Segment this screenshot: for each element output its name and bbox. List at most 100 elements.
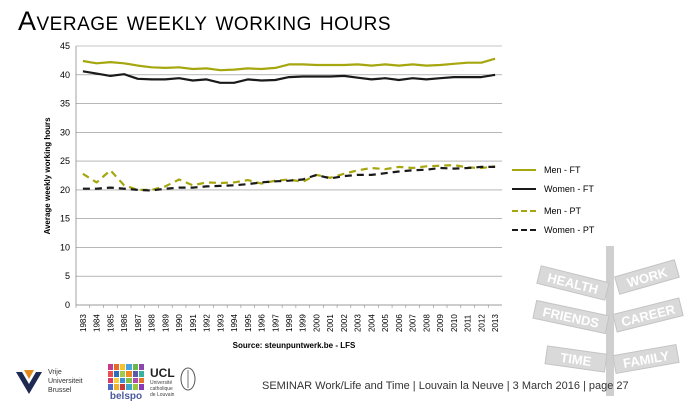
y-tick-labels: 0 5 10 15 20 25 30 35 40 45 xyxy=(60,41,70,310)
x-tick-label: 2006 xyxy=(395,314,404,332)
y-tick-label: 40 xyxy=(60,70,70,80)
belspo-tile xyxy=(138,364,144,370)
belspo-tile xyxy=(114,377,120,384)
belspo-tile xyxy=(132,384,138,390)
x-tick-label: 1991 xyxy=(189,314,198,332)
x-tick-label: 2011 xyxy=(464,314,473,332)
slide-footer: SEMINAR Work/Life and Time | Louvain la … xyxy=(262,380,629,392)
y-tick-label: 35 xyxy=(60,99,70,109)
ucl-sub-line-1: Université xyxy=(150,380,173,386)
belspo-tile xyxy=(120,384,126,390)
slide-title: Average weekly working hours xyxy=(18,6,391,36)
ucl-sub-line-3: de Louvain xyxy=(150,392,175,398)
vub-line-1: Vrije xyxy=(48,369,62,376)
x-tick-label: 2010 xyxy=(450,314,459,332)
y-tick-label: 20 xyxy=(60,185,70,195)
belspo-tile xyxy=(126,384,132,390)
x-tick-label: 2000 xyxy=(312,314,321,332)
belspo-tile xyxy=(138,384,144,390)
chart-series xyxy=(82,57,496,192)
legend-label: Men - FT xyxy=(544,165,581,175)
x-tick-label: 2002 xyxy=(340,314,349,332)
legend-item: Men - FT xyxy=(512,163,581,177)
x-tick-label: 1988 xyxy=(148,314,157,332)
legend-swatch xyxy=(512,229,536,231)
x-tick-label: 2012 xyxy=(477,314,486,332)
legend-label: Men - PT xyxy=(544,206,582,216)
y-tick-label: 45 xyxy=(60,41,70,51)
vub-line-3: Brussel xyxy=(48,387,72,394)
x-tick-label: 2013 xyxy=(491,314,500,332)
x-tick-label: 2004 xyxy=(367,314,376,332)
legend-swatch xyxy=(512,169,536,171)
belspo-tile xyxy=(120,364,126,370)
x-tick-label: 1984 xyxy=(93,314,102,332)
y-tick-label: 0 xyxy=(65,300,70,310)
y-tick-label: 15 xyxy=(60,214,70,224)
y-tick-label: 25 xyxy=(60,156,70,166)
belspo-tile xyxy=(108,384,114,390)
x-tick-label: 1983 xyxy=(79,314,88,332)
belspo-tile xyxy=(132,377,138,384)
signpost-word: TIME xyxy=(560,350,593,369)
legend-label: Women - PT xyxy=(544,225,595,235)
y-tick-label: 10 xyxy=(60,242,70,252)
legend-item: Men - PT xyxy=(512,204,581,218)
x-tick-labels: 1983 1984 1985 1986 1987 1988 1989 1990 1991 1992… xyxy=(79,314,500,332)
signpost-board: FAMILY xyxy=(612,344,680,374)
belspo-tile xyxy=(108,364,114,370)
ucl-wordmark: UCL xyxy=(150,366,175,380)
series-line-women-pt xyxy=(82,165,496,192)
signpost-board: WORK xyxy=(614,259,680,295)
legend-swatch xyxy=(512,188,536,190)
legend-swatch xyxy=(512,210,536,212)
belspo-tile xyxy=(108,370,114,377)
legend-item: Women - PT xyxy=(512,223,594,237)
belspo-tile xyxy=(114,364,120,370)
x-tick-label: 2008 xyxy=(422,314,431,332)
vub-logo: Vrije Universiteit Brussel xyxy=(14,366,104,402)
belspo-tile xyxy=(114,370,120,377)
belspo-tile xyxy=(108,377,114,384)
ucl-sub-line-2: catholique xyxy=(150,386,173,392)
y-axis-label: Average weekly working hours xyxy=(43,117,52,235)
belspo-tile xyxy=(126,370,132,377)
x-axis-label: Source: steunpuntwerk.be - LFS xyxy=(233,341,356,350)
belspo-tile xyxy=(132,370,138,377)
belspo-tile xyxy=(120,377,126,384)
belspo-tile xyxy=(138,370,144,377)
x-tick-label: 1990 xyxy=(175,314,184,332)
belspo-tile xyxy=(138,377,144,384)
x-tick-label: 1992 xyxy=(203,314,212,332)
vub-line-2: Universiteit xyxy=(48,378,83,385)
x-tick-label: 2009 xyxy=(436,314,445,332)
x-tick-label: 1985 xyxy=(106,314,115,332)
belspo-tile xyxy=(120,370,126,377)
x-tick-label: 1997 xyxy=(271,314,280,332)
belspo-tile xyxy=(132,364,138,370)
signpost-board: HEALTH xyxy=(536,265,610,301)
belspo-logo: belspo xyxy=(106,364,146,402)
signpost-board: TIME xyxy=(544,345,608,373)
x-tick-label: 1996 xyxy=(258,314,267,332)
signpost-board: FRIENDS xyxy=(532,299,610,335)
x-tick-label: 1989 xyxy=(161,314,170,332)
series-line-women-ft xyxy=(82,70,496,84)
series-line-men-pt xyxy=(82,164,496,191)
x-tick-label: 2005 xyxy=(381,314,390,332)
x-tick-label: 1987 xyxy=(134,314,143,332)
belspo-tile xyxy=(114,384,120,390)
y-tick-label: 5 xyxy=(65,271,70,281)
legend-item: Women - FT xyxy=(512,182,594,196)
belspo-wordmark: belspo xyxy=(109,391,143,402)
x-tick-label: 1993 xyxy=(216,314,225,332)
legend-label: Women - FT xyxy=(544,184,594,194)
belspo-tile xyxy=(126,364,132,370)
x-tick-label: 1999 xyxy=(299,314,308,332)
belspo-tile xyxy=(126,377,132,384)
signpost-board: CAREER xyxy=(612,297,684,333)
x-tick-label: 2007 xyxy=(409,314,418,332)
x-tick-label: 1994 xyxy=(230,314,239,332)
x-tick-label: 1995 xyxy=(244,314,253,332)
